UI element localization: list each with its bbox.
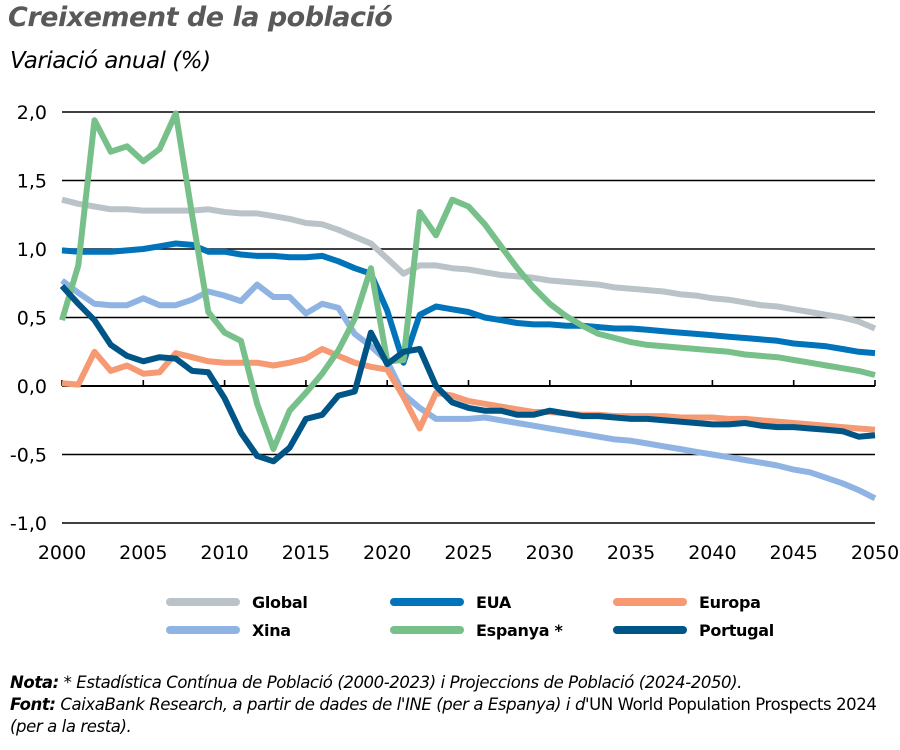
note-text: * Estadística Contínua de Població (2000… bbox=[58, 673, 743, 692]
legend-label: Xina bbox=[252, 620, 291, 640]
legend-item-global: Global bbox=[166, 590, 308, 614]
line-chart: 2,0 1,5 1,0 0,5 0,0 -0,5 -1,0 2000 2005 2010 2015… bbox=[10, 102, 899, 564]
x-tick-label: 2005 bbox=[119, 542, 167, 564]
y-tick-label: 2,0 bbox=[17, 102, 47, 124]
legend-label: EUA bbox=[476, 592, 511, 612]
legend-item-portugal: Portugal bbox=[613, 618, 774, 642]
legend-item-europa: Europa bbox=[613, 590, 761, 614]
legend-swatch-espanya bbox=[390, 626, 464, 634]
legend-item-xina: Xina bbox=[166, 618, 291, 642]
legend: Global EUA Europa Xina Espanya * Portuga… bbox=[0, 588, 900, 644]
x-tick-label: 2000 bbox=[38, 542, 86, 564]
legend-label: Portugal bbox=[699, 620, 774, 640]
series-line-xina bbox=[60, 278, 877, 501]
x-tick-label: 2030 bbox=[526, 542, 574, 564]
source-line: Font: CaixaBank Research, a partir de da… bbox=[10, 694, 895, 738]
y-tick-label: 1,0 bbox=[17, 239, 47, 261]
source-label: Font: bbox=[10, 695, 56, 714]
footnotes: Nota: * Estadística Contínua de Població… bbox=[10, 672, 895, 738]
x-tick-label: 2035 bbox=[607, 542, 655, 564]
y-tick-label: -1,0 bbox=[10, 513, 47, 535]
legend-label: Espanya * bbox=[476, 620, 563, 640]
series-line-portugal bbox=[59, 283, 876, 465]
legend-swatch-europa bbox=[613, 598, 687, 606]
source-text: CaixaBank Research, a partir de dades de… bbox=[55, 695, 590, 714]
legend-swatch-global bbox=[166, 598, 240, 606]
chart-subtitle: Variació anual (%) bbox=[10, 48, 211, 74]
legend-label: Global bbox=[252, 592, 308, 612]
x-tick-label: 2015 bbox=[282, 542, 330, 564]
series-line-global bbox=[61, 196, 877, 332]
legend-item-espanya: Espanya * bbox=[390, 618, 563, 642]
legend-swatch-eua bbox=[390, 598, 464, 606]
data-series bbox=[59, 110, 877, 501]
x-tick-label: 2025 bbox=[444, 542, 492, 564]
note-label: Nota: bbox=[10, 673, 59, 692]
y-tick-label: -0,5 bbox=[10, 445, 47, 467]
legend-swatch-xina bbox=[166, 626, 240, 634]
series-line-espanya bbox=[59, 110, 876, 452]
x-tick-label: 2045 bbox=[770, 542, 818, 564]
source-text-end: (per a la resta). bbox=[10, 717, 132, 736]
x-tick-label: 2040 bbox=[688, 542, 736, 564]
y-tick-label: 0,0 bbox=[17, 376, 47, 398]
gridlines bbox=[62, 111, 875, 524]
note-line: Nota: * Estadística Contínua de Població… bbox=[10, 672, 895, 694]
legend-label: Europa bbox=[699, 592, 761, 612]
x-tick-label: 2050 bbox=[851, 542, 899, 564]
series-line-europa bbox=[61, 346, 876, 433]
x-tick-label: 2010 bbox=[200, 542, 248, 564]
chart-title: Creixement de la població bbox=[8, 2, 393, 33]
legend-swatch-portugal bbox=[613, 626, 687, 634]
x-tick-label: 2020 bbox=[363, 542, 411, 564]
source-text-regular: UN World Population Prospects 2024 bbox=[589, 695, 877, 714]
y-tick-label: 1,5 bbox=[17, 171, 47, 193]
y-axis-ticks: 2,0 1,5 1,0 0,5 0,0 -0,5 -1,0 bbox=[10, 102, 47, 535]
x-axis-ticks: 2000 2005 2010 2015 2020 2025 2030 2035 2040 2045… bbox=[38, 380, 899, 564]
y-tick-label: 0,5 bbox=[17, 308, 47, 330]
legend-item-eua: EUA bbox=[390, 590, 511, 614]
